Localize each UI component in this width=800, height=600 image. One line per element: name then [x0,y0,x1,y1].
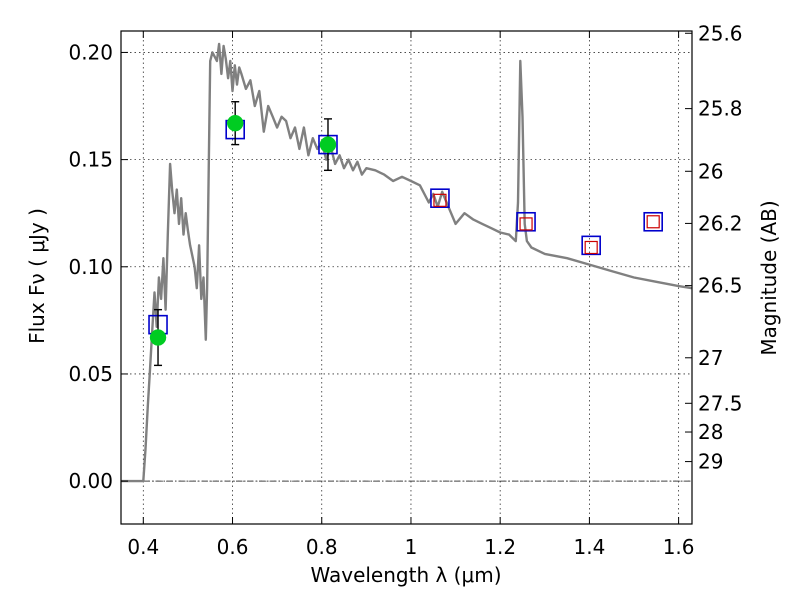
observed-flux-point [149,329,167,346]
x-tick-label: 1 [405,535,418,559]
x-tick-label: 0.4 [127,535,159,559]
upper-limit-square [519,217,533,231]
grid [121,31,692,524]
observed-flux-point [319,136,337,153]
magnitude-tick-label: 27.5 [698,391,743,415]
y-axis-title: Flux Fν ( μJy ) [25,208,49,344]
x-axis-title: Wavelength λ (μm) [310,563,501,587]
axis-ticks [121,31,692,524]
magnitude-axis-title: Magnitude (AB) [757,200,781,355]
magnitude-tick-label: 27 [698,346,723,370]
upper-limit-square [584,240,598,255]
y-tick-label: 0.00 [68,469,113,493]
magnitude-tick-label: 26.2 [698,211,743,235]
y-tick-label: 0.20 [68,40,113,64]
x-tick-label: 0.6 [217,535,249,559]
magnitude-axis-tick-labels: 25.6 25.8 26 26.2 26.5 27 27.5 28 29 [698,21,743,473]
plot-area [121,42,693,483]
upper-limit-square [433,193,447,207]
model-photometry-square [581,235,601,256]
x-tick-label: 1.2 [484,535,516,559]
magnitude-tick-label: 25.6 [698,21,743,45]
magnitude-tick-label: 25.8 [698,97,743,121]
magnitude-tick-label: 28 [698,420,723,444]
upper-limit-square [646,215,660,229]
observed-flux-point [226,114,244,132]
y-tick-label: 0.10 [68,255,113,279]
model-photometry-square [430,188,450,208]
magnitude-tick-label: 29 [698,450,723,474]
plot-frame [120,30,693,525]
magnitude-tick-label: 26 [698,159,723,183]
model-photometry-square [516,211,536,232]
model-photometry-square [643,211,663,232]
magnitude-tick-label: 26.5 [698,274,743,298]
model-spectrum-line [121,42,693,483]
y-tick-label: 0.15 [68,148,113,172]
y-tick-label: 0.05 [68,362,113,386]
x-tick-label: 1.6 [663,535,695,559]
x-tick-label: 1.4 [573,535,605,559]
y-axis-tick-labels: 0.00 0.05 0.10 0.15 0.20 [68,40,113,493]
x-axis-tick-labels: 0.4 0.6 0.8 1 1.2 1.4 1.6 [127,535,694,559]
x-tick-label: 0.8 [306,535,338,559]
